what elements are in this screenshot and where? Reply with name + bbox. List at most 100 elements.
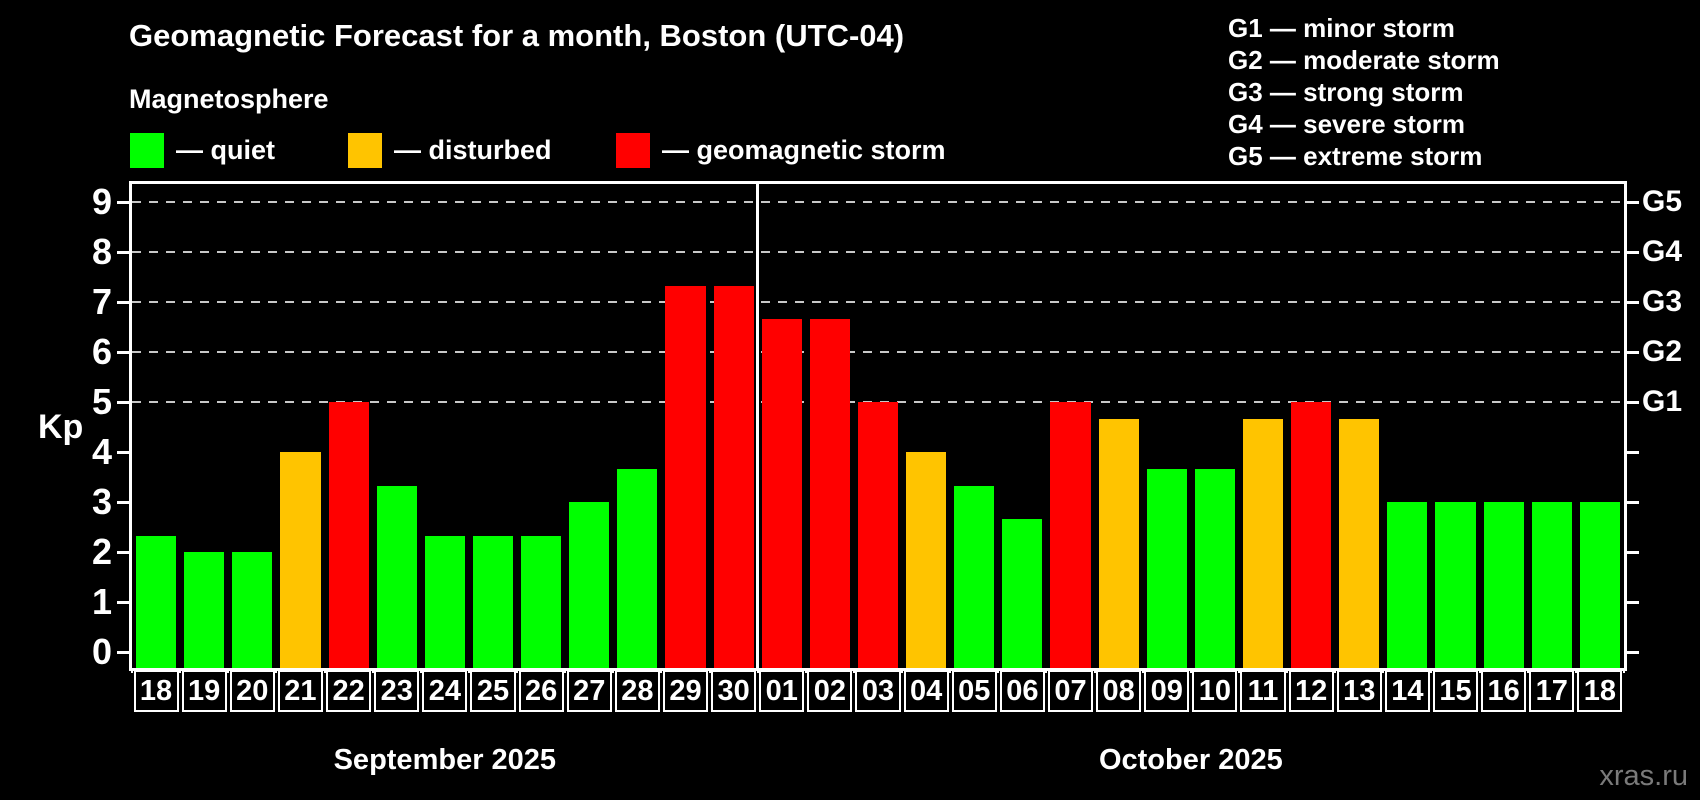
y-tick-right-8 — [1624, 250, 1639, 254]
y-tick-left-8 — [117, 250, 132, 254]
y-tick-label-0: 0 — [91, 631, 112, 672]
y-tick-left-3 — [117, 500, 132, 504]
bar-oct-07 — [1050, 402, 1091, 668]
month-label-oct: October 2025 — [1098, 744, 1283, 776]
gridline-kp9 — [132, 201, 1624, 203]
y-tick-label-7: 7 — [91, 281, 112, 322]
bar-oct-04 — [906, 452, 947, 668]
x-tick-8 — [516, 668, 519, 673]
x-tick-17 — [949, 668, 952, 673]
bar-oct-03 — [857, 402, 899, 668]
bar-oct-14 — [1387, 502, 1428, 668]
x-tick-13 — [756, 668, 759, 673]
y-tick-left-6 — [117, 350, 132, 354]
storm-scale-g1: G1 — minor storm — [1228, 13, 1455, 43]
x-tick-14 — [804, 668, 807, 673]
y-tick-left-4 — [117, 450, 132, 454]
right-axis-label-g2: G2 — [1642, 335, 1683, 368]
storm-scale-g2: G2 — moderate storm — [1228, 45, 1500, 75]
x-tick-6 — [419, 668, 422, 673]
x-tick-9 — [564, 668, 567, 673]
storm-scale-g4: G4 — severe storm — [1228, 109, 1466, 139]
y-tick-label-5: 5 — [91, 381, 112, 422]
x-tick-4 — [323, 668, 326, 673]
legend-heading: Magnetosphere — [129, 84, 329, 114]
y-tick-right-1 — [1624, 600, 1639, 604]
gridline-kp8 — [132, 251, 1624, 253]
bar-sep-25 — [472, 535, 514, 668]
x-tick-26 — [1382, 668, 1385, 673]
day-box-oct-14: 14 — [1384, 670, 1430, 712]
x-tick-5 — [371, 668, 374, 673]
x-tick-15 — [852, 668, 855, 673]
x-tick-7 — [467, 668, 470, 673]
day-box-sep-18: 18 — [133, 670, 179, 712]
y-tick-right-5 — [1624, 400, 1639, 404]
month-label-sep: September 2025 — [333, 744, 557, 776]
y-tick-left-2 — [117, 550, 132, 554]
day-box-oct-10: 10 — [1192, 670, 1238, 712]
day-box-sep-20: 20 — [229, 670, 275, 712]
y-tick-right-7 — [1624, 300, 1639, 304]
day-box-sep-29: 29 — [662, 670, 709, 712]
gridline-kp6 — [132, 351, 1624, 353]
quiet-color-swatch — [130, 133, 164, 168]
legend-item-label: — geomagnetic storm — [662, 135, 946, 165]
y-tick-right-0 — [1624, 650, 1639, 654]
disturbed-color-swatch — [348, 133, 382, 168]
month-separator — [756, 184, 760, 668]
day-box-oct-17: 17 — [1529, 670, 1575, 712]
x-tick-11 — [660, 668, 663, 673]
bar-sep-18 — [136, 535, 177, 668]
bar-oct-12 — [1291, 402, 1332, 668]
x-tick-25 — [1334, 668, 1337, 673]
legend-item-label: — disturbed — [394, 135, 552, 165]
bar-sep-24 — [424, 535, 465, 668]
y-tick-left-1 — [117, 600, 132, 604]
bar-oct-08 — [1098, 418, 1139, 668]
day-box-oct-18: 18 — [1577, 670, 1623, 712]
storm-color-swatch — [616, 133, 650, 168]
bar-sep-27 — [569, 502, 610, 668]
day-box-oct-05: 05 — [951, 670, 997, 712]
x-tick-18 — [997, 668, 1000, 673]
bar-oct-09 — [1146, 468, 1187, 668]
x-tick-27 — [1430, 668, 1433, 673]
bar-oct-18 — [1579, 502, 1620, 668]
right-axis-label-g3: G3 — [1642, 285, 1683, 318]
x-tick-31 — [1623, 668, 1625, 673]
y-tick-right-4 — [1624, 450, 1639, 454]
bar-sep-20 — [232, 552, 273, 668]
storm-scale-g5: G5 — extreme storm — [1228, 141, 1483, 171]
day-box-oct-07: 07 — [1047, 670, 1094, 712]
x-tick-23 — [1237, 668, 1240, 673]
bar-oct-13 — [1339, 418, 1380, 668]
bar-oct-01 — [761, 318, 802, 668]
y-tick-right-6 — [1624, 350, 1639, 354]
day-box-sep-28: 28 — [614, 670, 660, 712]
x-tick-3 — [275, 668, 278, 673]
bar-sep-29 — [665, 285, 706, 668]
y-tick-left-5 — [117, 400, 132, 404]
day-box-sep-21: 21 — [277, 670, 323, 712]
day-box-oct-04: 04 — [903, 670, 949, 712]
plot-frame — [129, 181, 1627, 671]
day-box-sep-23: 23 — [374, 670, 420, 712]
day-box-sep-19: 19 — [181, 670, 227, 712]
x-tick-2 — [227, 668, 230, 673]
x-tick-20 — [1093, 668, 1096, 673]
y-tick-left-0 — [117, 650, 132, 654]
day-box-oct-03: 03 — [855, 670, 901, 712]
gridline-kp7 — [132, 301, 1624, 303]
bar-oct-17 — [1531, 502, 1572, 668]
y-tick-label-6: 6 — [91, 331, 112, 372]
day-box-oct-16: 16 — [1481, 670, 1527, 712]
right-axis-label-g5: G5 — [1642, 185, 1683, 218]
bar-oct-11 — [1242, 418, 1284, 668]
chart-title: Geomagnetic Forecast for a month, Boston… — [129, 18, 905, 53]
day-box-sep-27: 27 — [566, 670, 612, 712]
legend-item-quiet: — quiet — [130, 133, 275, 168]
day-box-oct-01: 01 — [759, 670, 805, 712]
day-box-oct-12: 12 — [1288, 670, 1334, 712]
